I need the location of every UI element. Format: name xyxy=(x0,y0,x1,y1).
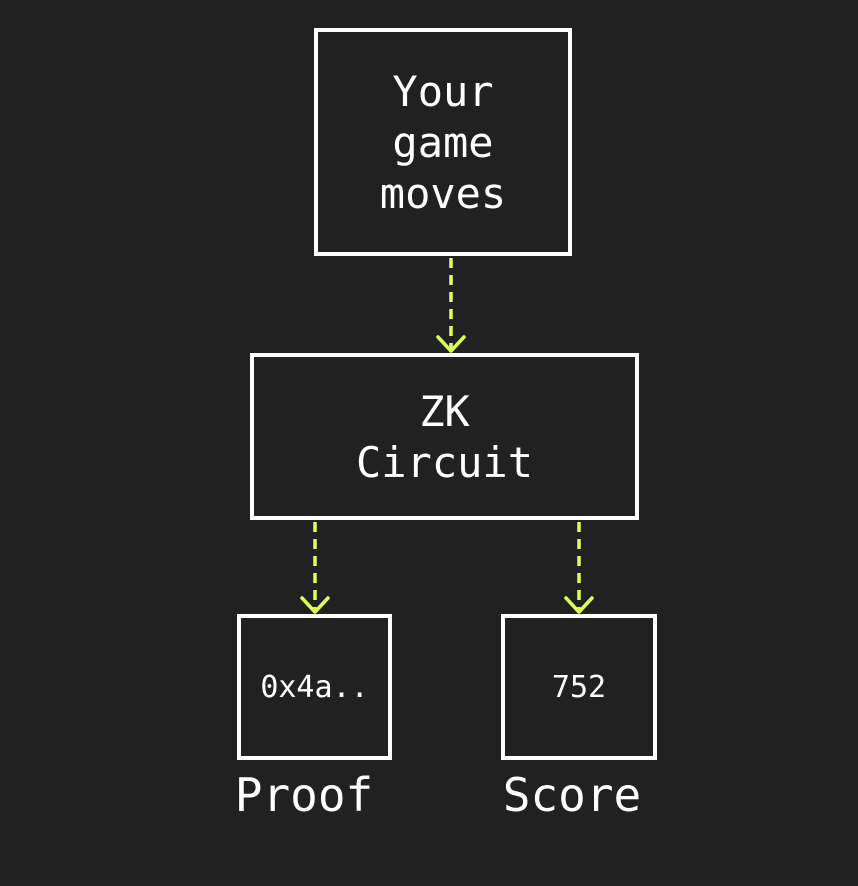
zk-circuit-node: ZK Circuit xyxy=(250,353,639,520)
arrow-circuit-to-proof xyxy=(300,522,330,614)
proof-value: 0x4a.. xyxy=(260,669,369,705)
score-caption: Score xyxy=(502,768,642,822)
score-value: 752 xyxy=(551,669,607,705)
score-node: 752 xyxy=(501,614,657,760)
arrow-input-to-circuit xyxy=(436,258,466,353)
proof-node: 0x4a.. xyxy=(237,614,392,760)
proof-caption: Proof xyxy=(234,768,374,822)
arrow-circuit-to-score xyxy=(564,522,594,614)
zk-circuit-label: ZK Circuit xyxy=(355,386,533,487)
game-moves-label: Your game moves xyxy=(379,66,507,218)
game-moves-node: Your game moves xyxy=(314,28,572,256)
